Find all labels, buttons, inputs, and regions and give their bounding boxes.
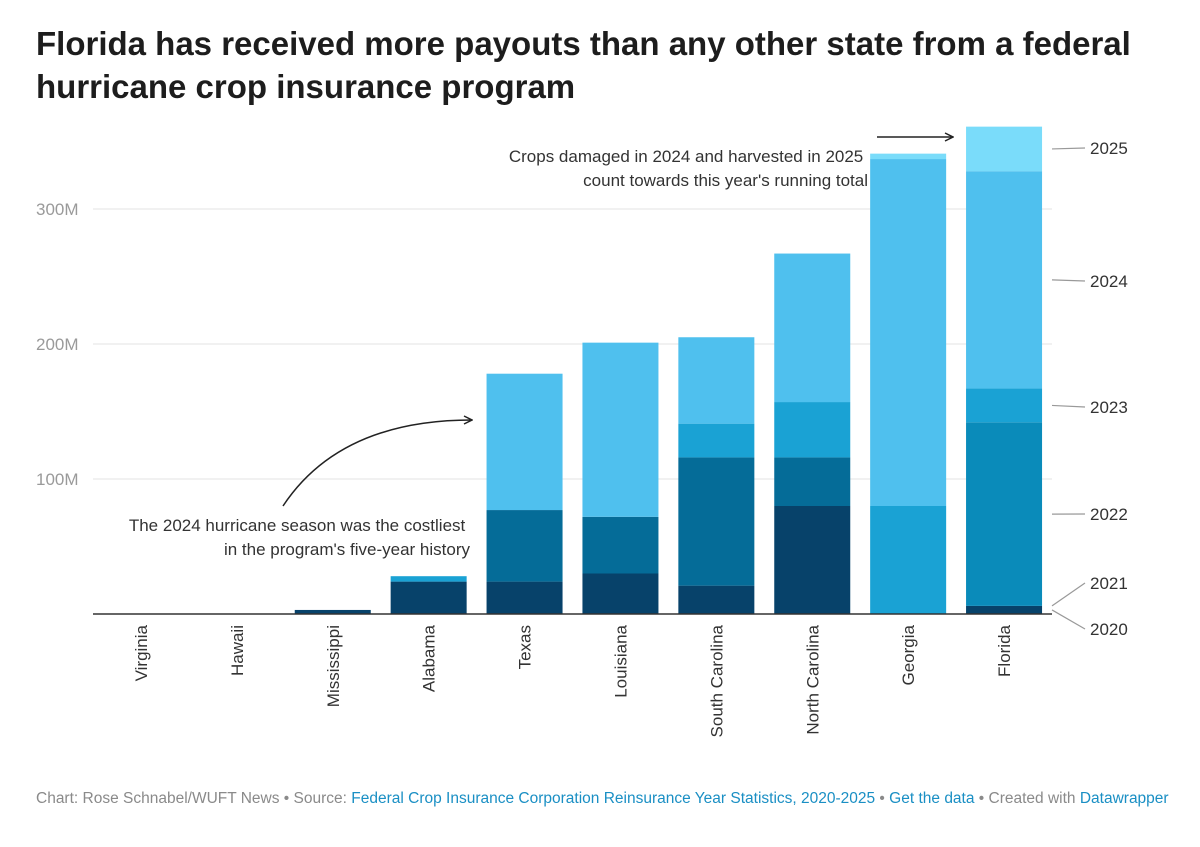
bar-segment	[870, 153, 947, 160]
bar-segment	[966, 126, 1043, 172]
bar-segment	[774, 402, 851, 458]
bar-segment	[294, 609, 371, 614]
bar-segment	[582, 573, 659, 614]
x-tick-label: Virginia	[132, 624, 151, 681]
bar-segment	[870, 159, 947, 507]
bar-segment	[678, 457, 755, 586]
bar-segment	[582, 516, 659, 574]
annotation-2025: Crops damaged in 2024 and harvested in 2…	[509, 137, 953, 190]
annotation-2025-line-2: count towards this year's running total	[583, 171, 868, 190]
footer-created: • Created with	[974, 790, 1080, 807]
annotation-2024-line-2: in the program's five-year history	[224, 540, 471, 559]
bar-segment	[774, 457, 851, 506]
series-label-leader	[1051, 582, 1086, 607]
x-tick-label: North Carolina	[803, 624, 822, 734]
series-label-leader	[1051, 404, 1086, 408]
series-label: 2023	[1090, 398, 1128, 417]
bar-segment	[678, 585, 755, 614]
get-the-data-link[interactable]: Get the data	[889, 790, 975, 807]
series-labels: 2020 2021 2022 2023 2024 2025	[1051, 139, 1128, 639]
bar-segment	[774, 253, 851, 403]
bar-segment	[678, 337, 755, 424]
series-label: 2024	[1090, 272, 1128, 291]
bar-segment	[966, 171, 1043, 389]
series-label: 2025	[1090, 139, 1128, 158]
y-tick-label: 200M	[36, 335, 79, 354]
y-tick-label: 300M	[36, 200, 79, 219]
series-label: 2020	[1090, 620, 1128, 639]
series-label: 2022	[1090, 505, 1128, 524]
bar-segment	[774, 506, 851, 614]
bars	[294, 126, 1043, 614]
x-tick-label: Texas	[516, 625, 535, 669]
annotation-2024: The 2024 hurricane season was the costli…	[129, 420, 472, 559]
series-label-leader	[1051, 279, 1086, 282]
x-tick-label: South Carolina	[707, 624, 726, 737]
bar-segment	[870, 506, 947, 614]
bar-segment	[966, 422, 1043, 606]
x-tick-label: Louisiana	[611, 624, 630, 697]
y-axis-ticks: 100M 200M 300M	[36, 200, 79, 489]
x-tick-label: Alabama	[420, 624, 439, 692]
svg-text:Crops damaged in 2024 and harv: Crops damaged in 2024 and harvested in 2…	[509, 147, 868, 190]
x-tick-label: Florida	[995, 624, 1014, 677]
chart-footer: Chart: Rose Schnabel/WUFT News • Source:…	[36, 788, 1176, 809]
x-tick-label: Hawaii	[228, 625, 247, 676]
annotation-2024-line-1: The 2024 hurricane season was the costli…	[129, 516, 466, 535]
bar-segment	[678, 423, 755, 458]
bar-segment	[390, 576, 467, 582]
annotation-arrow-2024	[282, 420, 472, 507]
footer-separator: •	[875, 790, 890, 807]
series-label-leader	[1051, 609, 1086, 630]
bar-segment	[486, 510, 563, 582]
svg-text:The 2024 hurricane season was: The 2024 hurricane season was the costli…	[129, 516, 471, 559]
datawrapper-link[interactable]: Datawrapper	[1079, 790, 1169, 807]
x-axis-labels: Virginia Hawaii Mississippi Alabama Texas Lou…	[132, 624, 1014, 737]
chart-title: Florida has received more payouts than a…	[36, 25, 1131, 105]
source-link[interactable]: Federal Crop Insurance Corporation Reins…	[351, 790, 876, 807]
bar-segment	[486, 373, 563, 511]
x-tick-label: Mississippi	[324, 625, 343, 707]
series-label-leader	[1051, 147, 1086, 150]
annotation-2025-line-1: Crops damaged in 2024 and harvested in 2…	[509, 147, 863, 166]
bar-segment	[486, 581, 563, 614]
series-label: 2021	[1090, 574, 1128, 593]
bar-segment	[966, 605, 1043, 614]
bar-segment	[966, 388, 1043, 423]
footer-credit: Chart: Rose Schnabel/WUFT News • Source:	[36, 790, 352, 807]
bar-segment	[582, 342, 659, 517]
bar-segment	[390, 581, 467, 614]
y-tick-label: 100M	[36, 470, 79, 489]
x-tick-label: Georgia	[899, 624, 918, 685]
